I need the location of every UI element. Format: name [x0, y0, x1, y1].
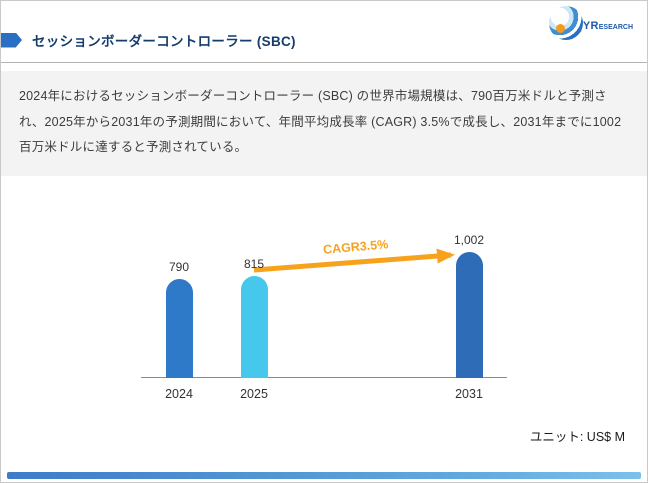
report-header: セッションボーダーコントローラー (SBC) QYRESEARCH	[1, 1, 647, 63]
x-tick-label-2025: 2025	[240, 386, 268, 401]
logo-orange-dot-icon	[556, 24, 566, 33]
qyresearch-logo: QYRESEARCH	[549, 6, 633, 40]
bar-2031	[455, 251, 483, 378]
x-tick-label-2024: 2024	[165, 386, 193, 401]
bar-group-2031: 1,002 2031	[447, 233, 491, 406]
x-tick-label-2031: 2031	[455, 386, 483, 401]
summary-block: 2024年におけるセッションボーダーコントローラー (SBC) の世界市場規模は…	[1, 71, 647, 176]
page-title: セッションボーダーコントローラー (SBC)	[32, 34, 296, 49]
header-title-row: セッションボーダーコントローラー (SBC)	[1, 30, 296, 50]
unit-label: ユニット: US$ M	[529, 430, 625, 444]
header-accent-icon	[1, 32, 22, 48]
logo-text-secondary: ESEARCH	[598, 24, 633, 31]
bar-value-label-2031: 1,002	[453, 232, 485, 247]
footer-bar	[7, 472, 641, 479]
bar-group-2025: 815 2025	[232, 257, 276, 406]
bar-chart: CAGR3.5% 790 2024 815 2025 1,002 2031	[131, 176, 511, 406]
x-axis-line	[141, 376, 507, 378]
summary-text: 2024年におけるセッションボーダーコントローラー (SBC) の世界市場規模は…	[19, 89, 622, 155]
bar-2025	[240, 275, 268, 378]
qyresearch-globe-icon	[549, 6, 584, 40]
cagr-annotation: CAGR3.5%	[322, 237, 389, 257]
bar-group-2024: 790 2024	[157, 260, 201, 406]
bar-value-label-2024: 790	[168, 259, 190, 274]
bar-value-label-2025: 815	[243, 256, 265, 271]
bar-2024	[165, 278, 193, 378]
